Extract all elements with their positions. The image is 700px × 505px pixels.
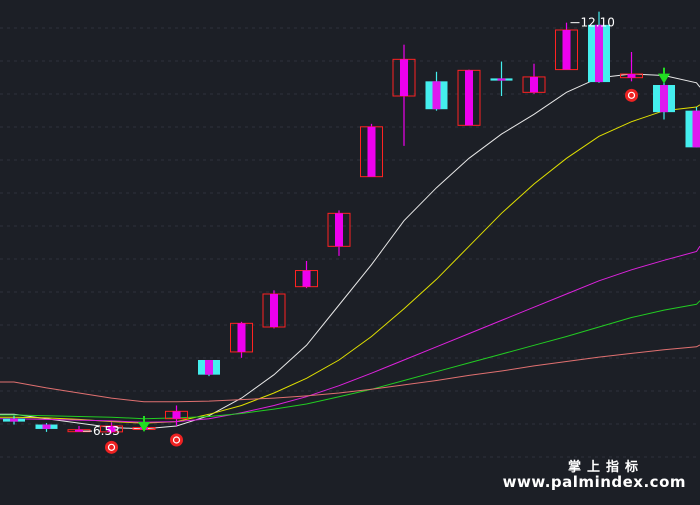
candle-17 [555,22,578,71]
candle-core [205,360,213,375]
candle-core [10,418,18,422]
candle-0 [3,415,25,425]
signal-markers [105,67,670,454]
ma-line-4 [0,344,700,403]
candle-7 [230,321,253,358]
candle-13 [425,71,448,111]
ma-line-3 [0,300,700,420]
candle-body [107,426,116,432]
candle-21 [685,107,700,148]
candle-3 [100,422,123,434]
candle-body [302,270,311,287]
candle-body [367,126,376,177]
candle-19 [620,52,643,82]
candle-body [465,70,473,126]
candle-15 [490,61,513,96]
candle-8 [262,290,286,329]
signal-circle-icon [170,433,183,447]
candle-20 [653,77,675,120]
candle-1 [35,423,58,432]
signal-circle-icon [105,440,118,454]
signal-circle-inner [107,443,116,451]
signal-circle-icon [625,88,638,102]
candles [3,11,700,434]
annotation-label-1: 12.10 [581,16,615,30]
candle-body [270,294,278,327]
annotation-label-0: 6.53 [93,424,120,438]
candle-5 [165,405,188,426]
candle-core [692,110,700,148]
candle-12 [392,44,416,146]
signal-circle-inner [627,91,636,99]
candle-9 [295,261,318,289]
ma-line-1 [0,104,700,424]
candle-body [627,74,636,78]
candle-body [172,411,181,419]
candle-body [400,59,408,96]
watermark-url: www.palmindex.com [502,473,686,491]
candle-core [432,81,441,110]
candle-16 [522,63,546,94]
candle-body [530,76,538,93]
signal-arrow-down-icon [138,422,150,432]
candle-core [497,78,506,81]
annotations: 6.53 12.10 [83,16,615,438]
candle-14 [457,69,481,126]
candle-body [237,323,246,352]
signal-circle-inner [172,436,181,444]
ma-line-2 [0,245,700,423]
candle-11 [360,123,383,178]
candle-core [42,424,51,429]
candle-body [335,213,343,247]
candle-18 [588,11,610,83]
candle-body [75,429,83,432]
candle-6 [198,360,220,377]
signal-arrow-down-icon [658,73,670,84]
candle-body [562,30,571,70]
candle-core [660,85,668,113]
candle-core [595,24,603,83]
candle-10 [327,210,351,256]
watermark-title: 掌上指标 [567,460,644,475]
